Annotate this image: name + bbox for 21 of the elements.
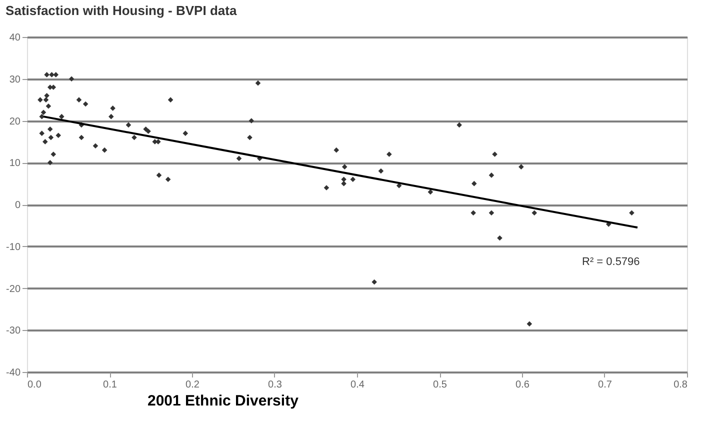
y-tick-label: 30 [9, 74, 21, 86]
x-tick-label: 0.2 [186, 380, 200, 390]
x-tick-label: 0.0 [28, 380, 42, 390]
y-tick-label: -10 [6, 242, 21, 253]
chart-title: Satisfaction with Housing - BVPI data [6, 3, 238, 18]
x-tick-label: 0.1 [103, 380, 118, 390]
y-tick-label: -30 [6, 326, 21, 337]
y-tick-label: -40 [6, 368, 21, 378]
x-tick-label: 0.5 [433, 380, 448, 390]
x-tick-label: 0.4 [350, 380, 365, 390]
y-tick-label: 40 [9, 32, 21, 44]
x-tick-label: 0.8 [674, 380, 688, 390]
x-tick-label: 0.3 [268, 380, 282, 390]
y-tick-label: 0 [14, 200, 21, 211]
x-axis-title: 2001 Ethnic Diversity [148, 392, 300, 410]
y-tick-label: -20 [6, 284, 21, 295]
annotation: R² = 0.5796 [582, 256, 640, 268]
x-tick-label: 0.7 [598, 380, 612, 390]
y-tick-label: 10 [9, 158, 21, 170]
y-tick-label: 20 [9, 116, 21, 128]
x-tick-label: 0.6 [516, 380, 530, 390]
